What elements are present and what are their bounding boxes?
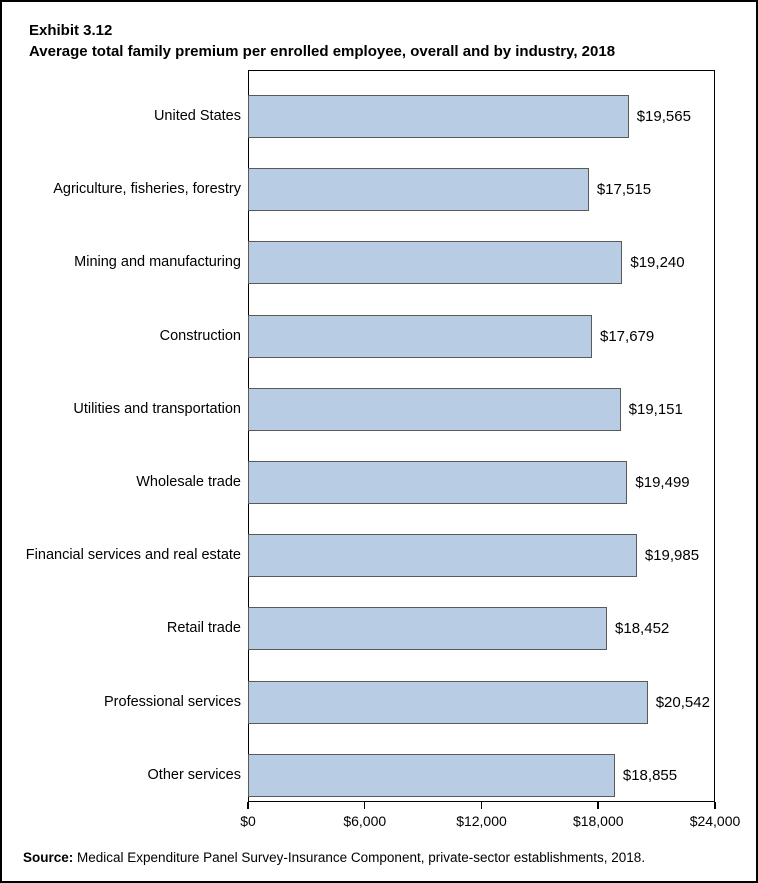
value-label: $19,151 <box>628 400 683 418</box>
x-axis-tick-label: $12,000 <box>456 813 507 829</box>
source-label: Source: <box>23 850 74 865</box>
bar-row: Professional services $20,542 <box>2 656 756 729</box>
category-label: Utilities and transportation <box>73 400 241 417</box>
x-axis-tick <box>363 802 366 809</box>
x-axis-tick-label: $0 <box>240 813 256 829</box>
category-label: Construction <box>159 327 241 344</box>
bar <box>248 314 592 358</box>
x-axis-tick-label: $24,000 <box>689 813 741 829</box>
category-label: Wholesale trade <box>136 474 241 490</box>
bar <box>248 95 629 138</box>
bar-row: Retail trade $18,452 <box>2 582 756 655</box>
value-label: $19,499 <box>635 474 690 491</box>
value-label: $19,565 <box>636 108 691 125</box>
x-axis-tick <box>597 802 599 809</box>
bar-row: Agriculture, fisheries, forestry $17,515 <box>2 143 756 216</box>
value-label: $19,240 <box>630 254 685 272</box>
x-axis-tick-label: $6,000 <box>343 813 387 829</box>
x-axis-tick <box>247 802 249 809</box>
chart-title: Average total family premium per enrolle… <box>29 43 616 60</box>
value-label: $20,542 <box>655 693 710 711</box>
value-label: $17,679 <box>600 327 655 345</box>
x-axis-tick <box>480 802 482 809</box>
category-label: Mining and manufacturing <box>74 254 241 271</box>
source-text: Medical Expenditure Panel Survey-Insuran… <box>73 850 646 865</box>
value-label: $17,515 <box>596 181 652 199</box>
bar <box>248 680 648 724</box>
value-label: $18,452 <box>615 620 670 638</box>
category-label: Agriculture, fisheries, forestry <box>53 181 241 198</box>
bar <box>248 168 589 212</box>
chart-title-block: Exhibit 3.12 Average total family premiu… <box>29 20 615 62</box>
value-label: $18,855 <box>622 766 678 784</box>
bar <box>248 607 608 651</box>
category-label: Professional services <box>104 693 241 710</box>
bar <box>248 387 621 431</box>
bar-row: Construction $17,679 <box>2 290 756 363</box>
bar-row: United States $19,565 <box>2 70 756 143</box>
bar <box>248 461 628 504</box>
x-axis-tick-label: $18,000 <box>572 813 624 829</box>
bar <box>248 241 623 285</box>
bar-row: Mining and manufacturing $19,240 <box>2 216 756 289</box>
category-label: Financial services and real estate <box>25 547 241 564</box>
value-label: $19,985 <box>644 547 700 565</box>
source-note: Source: Medical Expenditure Panel Survey… <box>23 850 645 865</box>
bar <box>248 534 637 578</box>
exhibit-number: Exhibit 3.12 <box>29 22 113 39</box>
category-label: United States <box>153 108 241 124</box>
bar-row: Wholesale trade $19,499 <box>2 436 756 509</box>
category-label: Retail trade <box>166 620 241 637</box>
x-axis-tick <box>714 802 716 809</box>
category-label: Other services <box>147 766 241 783</box>
bar-row: Utilities and transportation $19,151 <box>2 363 756 436</box>
bar <box>248 753 615 797</box>
bar-row: Financial services and real estate $19,98… <box>2 509 756 582</box>
bar-row: Other services $18,855 <box>2 729 756 802</box>
